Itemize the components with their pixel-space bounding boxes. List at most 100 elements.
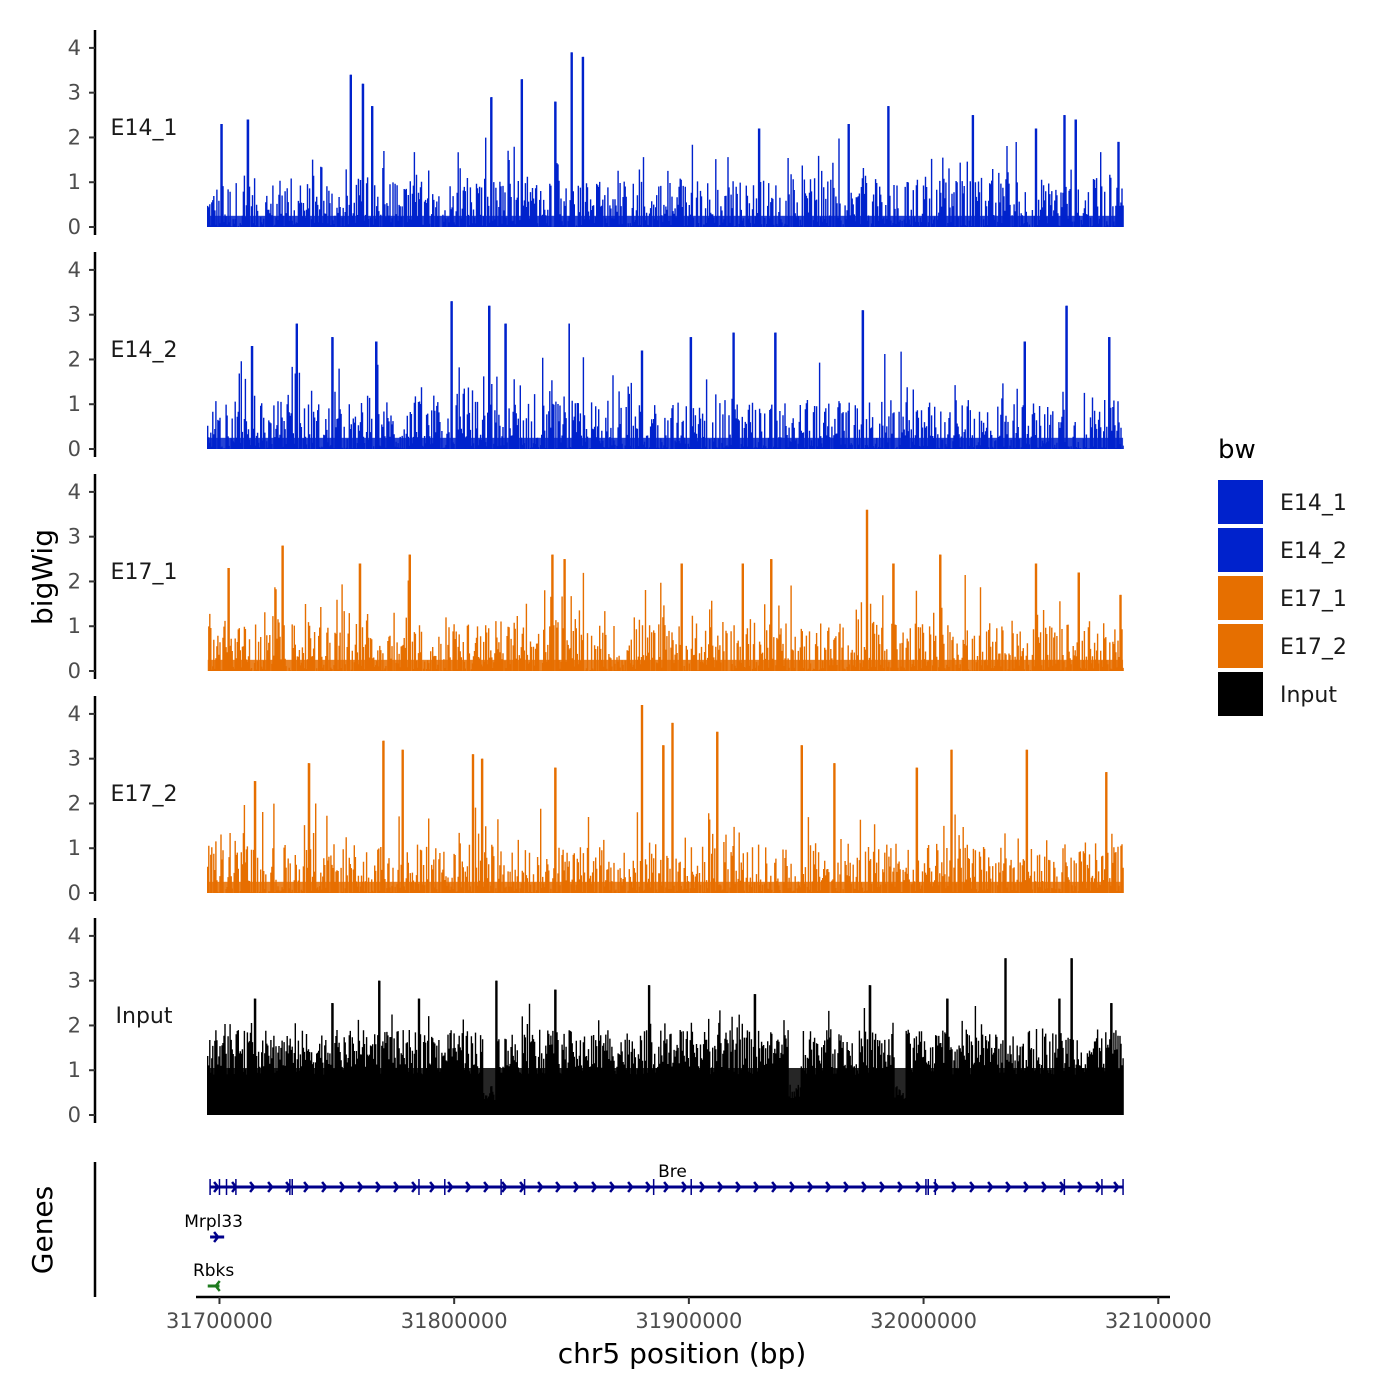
strand-chevron bbox=[735, 1181, 742, 1193]
track-label: E14_1 bbox=[111, 116, 178, 141]
strand-chevron bbox=[1095, 1181, 1102, 1193]
strand-chevron bbox=[645, 1181, 652, 1193]
y-tick-label: 3 bbox=[68, 747, 81, 771]
y-tick-label: 2 bbox=[68, 1013, 81, 1037]
y-tick-label: 4 bbox=[68, 702, 81, 726]
strand-chevron bbox=[1077, 1181, 1084, 1193]
signal-base bbox=[207, 1067, 1124, 1115]
strand-chevron bbox=[555, 1181, 562, 1193]
legend-swatch bbox=[1218, 624, 1263, 668]
strand-chevron bbox=[1005, 1181, 1012, 1193]
strand-chevron bbox=[663, 1181, 670, 1193]
signal-spikes bbox=[208, 509, 1124, 671]
y-tick-label: 0 bbox=[68, 881, 81, 905]
strand-chevron bbox=[303, 1181, 310, 1193]
strand-chevron bbox=[465, 1181, 472, 1193]
legend-entry-e17-1: E17_1 bbox=[1218, 576, 1347, 620]
y-tick-label: 0 bbox=[68, 1103, 81, 1127]
strand-chevron bbox=[609, 1181, 616, 1193]
strand-chevron bbox=[861, 1181, 868, 1193]
y-axis-title: bigWig bbox=[26, 529, 59, 625]
y-tick-label: 4 bbox=[68, 36, 81, 60]
signal-spikes bbox=[207, 705, 1124, 893]
signal-spikes bbox=[207, 301, 1124, 449]
strand-chevron bbox=[393, 1181, 400, 1193]
strand-chevron bbox=[267, 1181, 274, 1193]
legend-title: bw bbox=[1218, 435, 1256, 465]
strand-chevron bbox=[771, 1181, 778, 1193]
strand-chevron bbox=[321, 1181, 328, 1193]
legend-swatch bbox=[1218, 672, 1263, 716]
signal-base bbox=[207, 881, 1124, 893]
legend-label: E17_1 bbox=[1280, 587, 1347, 612]
strand-chevron bbox=[843, 1181, 850, 1193]
track-label: E17_2 bbox=[111, 782, 178, 807]
gene-mrpl33: Mrpl33 bbox=[184, 1212, 243, 1243]
signal-spikes bbox=[207, 52, 1124, 227]
strand-chevron bbox=[987, 1181, 994, 1193]
track-label: Input bbox=[116, 1004, 173, 1029]
track-e17-2: 0 1 2 3 4 E17_2 bbox=[68, 696, 1124, 905]
strand-chevron bbox=[501, 1181, 508, 1193]
strand-chevron bbox=[897, 1181, 904, 1193]
y-tick-label: 1 bbox=[68, 170, 81, 194]
signal-base bbox=[207, 215, 1124, 227]
bigwig-tracks: 0 1 2 3 4 E14_1 0 1 2 3 4 E14_2 0 1 2 3 4 E17_1 0 1 2 3 4 E17_2… bbox=[68, 30, 1124, 1127]
strand-chevron bbox=[249, 1181, 256, 1193]
strand-chevron bbox=[1041, 1181, 1048, 1193]
strand-chevron bbox=[537, 1181, 544, 1193]
gene-rbks: Rbks bbox=[193, 1261, 234, 1292]
strand-chevron bbox=[969, 1181, 976, 1193]
x-axis-title: chr5 position (bp) bbox=[558, 1337, 807, 1370]
y-tick-label: 4 bbox=[68, 258, 81, 282]
legend-label: E17_2 bbox=[1280, 635, 1347, 660]
x-tick-label: 31900000 bbox=[635, 1309, 742, 1333]
strand-chevron bbox=[375, 1181, 382, 1193]
track-e17-1: 0 1 2 3 4 E17_1 bbox=[68, 474, 1124, 683]
strand-chevron bbox=[213, 1181, 220, 1193]
strand-chevron bbox=[753, 1181, 760, 1193]
y-tick-label: 2 bbox=[68, 125, 81, 149]
y-tick-label: 1 bbox=[68, 1058, 81, 1082]
y-tick-label: 1 bbox=[68, 836, 81, 860]
legend-swatch bbox=[1218, 576, 1263, 620]
strand-chevron bbox=[681, 1181, 688, 1193]
genes-track: Bre Mrpl33 Rbks bbox=[93, 1162, 1124, 1297]
legend-label: E14_1 bbox=[1280, 491, 1347, 516]
gene-label: Bre bbox=[658, 1162, 687, 1182]
strand-chevron bbox=[915, 1181, 922, 1193]
gene-bre: Bre bbox=[209, 1162, 1124, 1195]
strand-chevron bbox=[447, 1181, 454, 1193]
strand-chevron bbox=[807, 1181, 814, 1193]
strand-chevron bbox=[357, 1181, 364, 1193]
strand-chevron bbox=[213, 1231, 220, 1243]
y-tick-label: 0 bbox=[68, 215, 81, 239]
track-label: E14_2 bbox=[111, 338, 178, 363]
x-tick-label: 32100000 bbox=[1105, 1309, 1212, 1333]
legend: E14_1 E14_2 E17_1 E17_2 Input bbox=[1218, 480, 1347, 716]
strand-chevron bbox=[411, 1181, 418, 1193]
signal-base bbox=[207, 437, 1124, 449]
y-tick-label: 2 bbox=[68, 569, 81, 593]
strand-chevron bbox=[573, 1181, 580, 1193]
strand-chevron bbox=[825, 1181, 832, 1193]
strand-chevron bbox=[214, 1280, 221, 1292]
track-e14-1: 0 1 2 3 4 E14_1 bbox=[68, 30, 1124, 239]
y-tick-label: 3 bbox=[68, 303, 81, 327]
legend-entry-e14-1: E14_1 bbox=[1218, 480, 1347, 524]
strand-chevron bbox=[483, 1181, 490, 1193]
y-tick-label: 0 bbox=[68, 437, 81, 461]
strand-chevron bbox=[699, 1181, 706, 1193]
y-tick-label: 2 bbox=[68, 347, 81, 371]
y-tick-label: 3 bbox=[68, 81, 81, 105]
legend-entry-input: Input bbox=[1218, 672, 1337, 716]
strand-chevron bbox=[1113, 1181, 1120, 1193]
strand-chevron bbox=[1023, 1181, 1030, 1193]
gene-label: Rbks bbox=[193, 1261, 234, 1281]
legend-swatch bbox=[1218, 480, 1263, 524]
strand-chevron bbox=[717, 1181, 724, 1193]
y-tick-label: 1 bbox=[68, 392, 81, 416]
y-tick-label: 0 bbox=[68, 659, 81, 683]
strand-chevron bbox=[627, 1181, 634, 1193]
